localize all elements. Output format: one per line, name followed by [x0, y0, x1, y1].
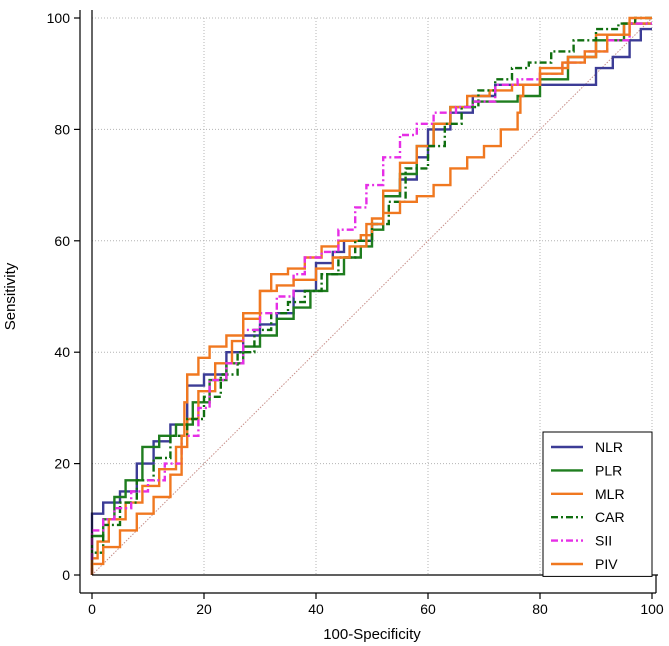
legend-label-car: CAR [595, 509, 625, 525]
legend-label-sii: SII [595, 533, 612, 549]
y-tick-label: 20 [54, 456, 70, 472]
series-line-plr [90, 22, 652, 575]
legend: NLR PLR MLR CAR SII PIV [542, 431, 653, 577]
series-line-sii [90, 22, 652, 575]
axis-ticks: 0 20 40 60 80 100 0 20 40 60 80 100 [47, 10, 664, 617]
x-tick-label: 0 [88, 601, 96, 617]
legend-label-nlr: NLR [595, 439, 623, 455]
legend-box [542, 431, 653, 577]
x-tick-label: 60 [420, 601, 436, 617]
legend-label-piv: PIV [595, 556, 618, 572]
reference-line [91, 17, 653, 576]
legend-label-mlr: MLR [595, 486, 625, 502]
y-tick-label: 40 [54, 344, 70, 360]
x-tick-label: 40 [308, 601, 324, 617]
series-line-piv [90, 16, 652, 575]
roc-series [90, 16, 652, 575]
y-tick-label: 100 [47, 10, 71, 26]
y-tick-label: 0 [62, 567, 70, 583]
x-axis-title: 100-Specificity [323, 626, 421, 643]
y-axis-title: Sensitivity [2, 262, 19, 330]
reference-diagonal [91, 17, 653, 576]
x-tick-label: 100 [640, 601, 664, 617]
y-tick-label: 80 [54, 121, 70, 137]
x-tick-label: 80 [532, 601, 548, 617]
series-line-car [90, 16, 652, 575]
legend-label-plr: PLR [595, 462, 622, 478]
y-tick-label: 60 [54, 233, 70, 249]
x-tick-label: 20 [196, 601, 212, 617]
